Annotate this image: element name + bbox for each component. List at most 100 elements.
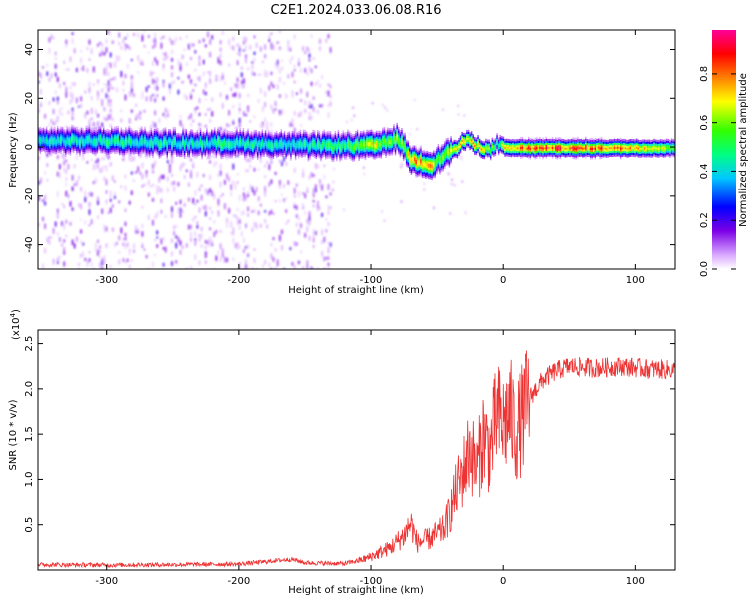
heatmap-cell <box>310 115 313 120</box>
heatmap-cell <box>399 155 402 158</box>
heatmap-cell <box>239 147 241 150</box>
heatmap-cell <box>57 127 59 130</box>
heatmap-cell <box>366 147 368 150</box>
heatmap-cell <box>49 144 51 147</box>
heatmap-cell <box>126 63 129 69</box>
heatmap-cell <box>160 174 163 179</box>
heatmap-cell <box>352 145 354 149</box>
heatmap-cell <box>234 142 237 145</box>
heatmap-cell <box>275 138 278 141</box>
heatmap-cell <box>242 143 245 146</box>
heatmap-cell <box>460 155 462 158</box>
heatmap-cell <box>42 149 45 152</box>
heatmap-cell <box>328 144 330 147</box>
heatmap-cell <box>160 209 163 214</box>
heatmap-cell <box>164 140 167 144</box>
heatmap-cell <box>428 167 430 170</box>
heatmap-cell <box>253 132 256 135</box>
heatmap-cell <box>312 133 314 136</box>
heatmap-cell <box>431 172 433 175</box>
heatmap-cell <box>191 133 194 136</box>
heatmap-cell <box>228 156 230 159</box>
heatmap-cell <box>318 154 321 157</box>
heatmap-cell <box>377 138 379 141</box>
heatmap-cell <box>410 157 413 160</box>
heatmap-cell <box>85 135 88 138</box>
heatmap-cell <box>301 139 303 143</box>
heatmap-cell <box>103 131 105 134</box>
heatmap-cell <box>167 187 169 193</box>
heatmap-cell <box>445 159 448 162</box>
heatmap-cell <box>426 160 428 163</box>
heatmap-cell <box>124 94 127 101</box>
heatmap-cell <box>198 140 200 143</box>
heatmap-cell <box>155 130 157 133</box>
heatmap-cell <box>105 39 108 44</box>
heatmap-cell <box>298 146 300 149</box>
heatmap-cell <box>442 108 444 111</box>
heatmap-cell <box>58 136 61 140</box>
heatmap-cell <box>242 141 245 144</box>
heatmap-cell <box>377 144 379 147</box>
heatmap-cell <box>264 132 267 135</box>
heatmap-cell <box>144 146 146 149</box>
heatmap-cell <box>141 140 143 143</box>
heatmap-cell <box>115 149 118 152</box>
heatmap-cell <box>93 145 95 148</box>
heatmap-cell <box>456 144 459 147</box>
heatmap-cell <box>112 136 114 139</box>
heatmap-cell <box>310 132 313 135</box>
heatmap-cell <box>315 163 317 169</box>
heatmap-cell <box>290 148 292 151</box>
heatmap-cell <box>52 35 55 40</box>
heatmap-cell <box>340 140 343 143</box>
heatmap-cell <box>242 131 245 135</box>
heatmap-cell <box>147 149 149 152</box>
heatmap-cell <box>287 154 289 157</box>
heatmap-cell <box>294 156 297 159</box>
heatmap-cell <box>312 141 314 144</box>
heatmap-cell <box>257 210 260 216</box>
heatmap-cell <box>225 140 227 143</box>
heatmap-cell <box>223 154 225 157</box>
heatmap-cell <box>50 130 53 133</box>
heatmap-cell <box>405 153 408 156</box>
heatmap-cell <box>122 158 125 161</box>
heatmap-cell <box>264 138 267 141</box>
heatmap-cell <box>426 174 428 177</box>
heatmap-cell <box>402 147 405 150</box>
heatmap-cell <box>164 215 167 218</box>
heatmap-cell <box>222 193 224 196</box>
heatmap-cell <box>377 140 379 143</box>
heatmap-cell <box>158 186 161 193</box>
heatmap-cell <box>334 152 337 155</box>
heatmap-cell <box>79 138 81 141</box>
heatmap-cell <box>333 168 335 171</box>
heatmap-cell <box>204 154 206 157</box>
heatmap-cell <box>304 68 306 73</box>
heatmap-cell <box>294 136 297 139</box>
heatmap-cell <box>247 158 249 163</box>
heatmap-cell <box>57 96 59 102</box>
heatmap-cell <box>115 145 118 148</box>
heatmap-cell <box>226 257 228 263</box>
heatmap-cell <box>88 251 91 254</box>
heatmap-cell <box>236 148 238 151</box>
heatmap-cell <box>177 150 180 153</box>
heatmap-cell <box>388 153 390 156</box>
heatmap-cell <box>418 160 421 163</box>
heatmap-cell <box>459 145 462 148</box>
heatmap-cell <box>386 147 389 150</box>
heatmap-cell <box>104 149 107 152</box>
heatmap-cell <box>287 152 289 155</box>
heatmap-cell <box>459 147 462 150</box>
heatmap-cell <box>306 91 309 98</box>
heatmap-cell <box>228 208 230 214</box>
heatmap-cell <box>144 152 146 155</box>
heatmap-cell <box>111 126 113 129</box>
heatmap-cell <box>66 136 68 139</box>
heatmap-cell <box>374 136 376 139</box>
heatmap-cell <box>63 151 65 154</box>
heatmap-cell <box>275 144 278 147</box>
heatmap-cell <box>299 131 302 134</box>
